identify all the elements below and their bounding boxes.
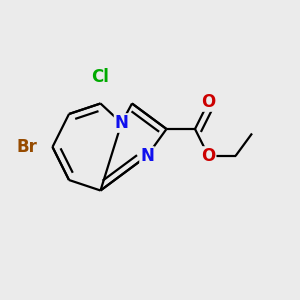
Text: N: N [115,114,128,132]
Text: O: O [201,147,216,165]
Text: Cl: Cl [92,68,110,85]
Text: O: O [201,93,216,111]
Text: N: N [140,147,154,165]
Text: Br: Br [16,138,38,156]
